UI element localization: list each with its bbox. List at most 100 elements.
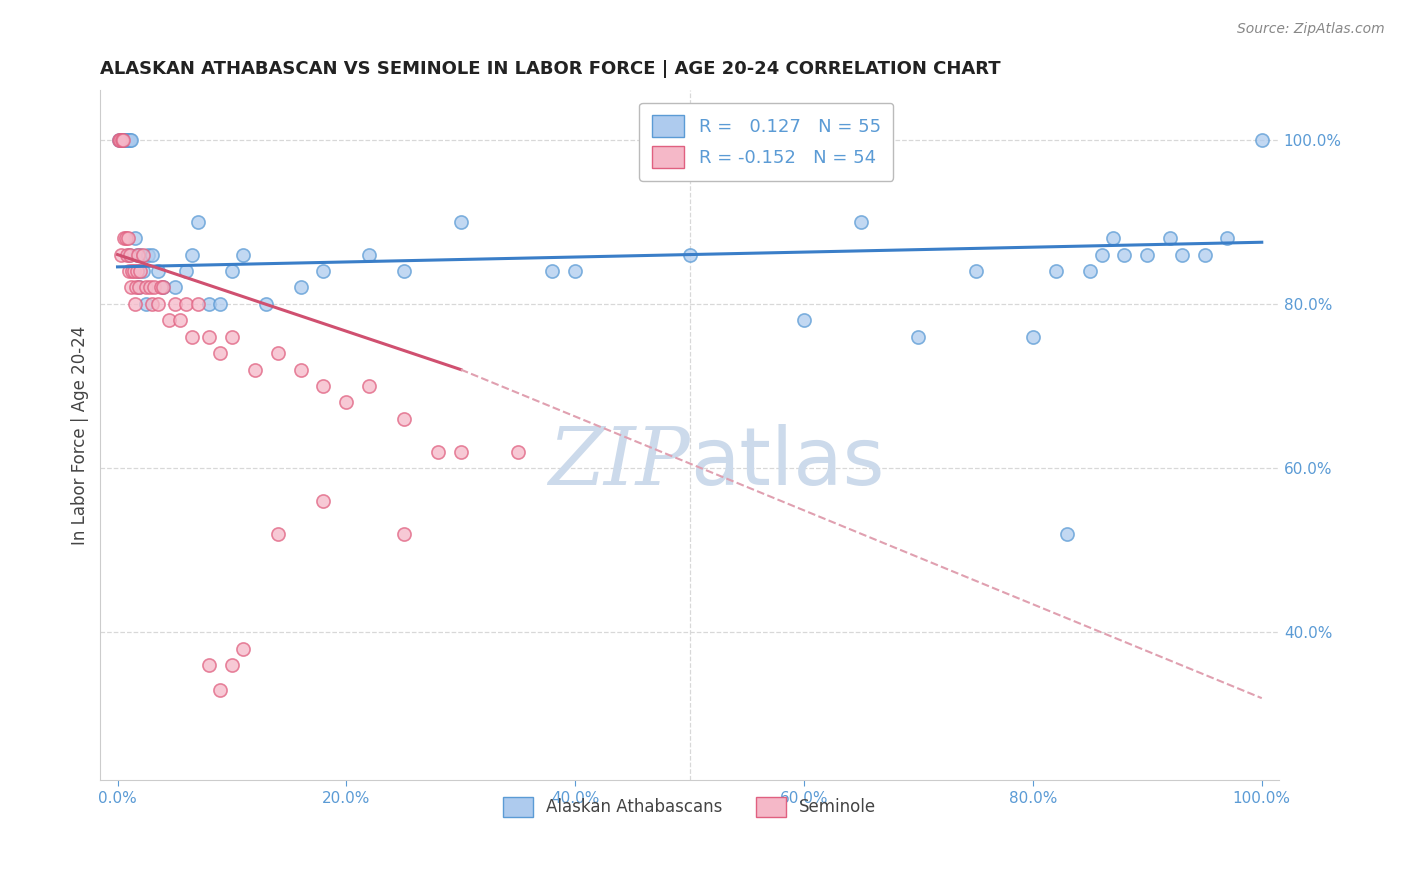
- Point: [232, 641, 254, 656]
- Text: Source: ZipAtlas.com: Source: ZipAtlas.com: [1237, 22, 1385, 37]
- Point: [112, 231, 135, 245]
- Point: [1078, 264, 1101, 278]
- Point: [163, 280, 186, 294]
- Point: [254, 297, 277, 311]
- Point: [110, 132, 132, 146]
- Point: [157, 313, 180, 327]
- Point: [564, 264, 586, 278]
- Point: [180, 329, 202, 343]
- Point: [198, 297, 221, 311]
- Point: [122, 264, 145, 278]
- Point: [138, 247, 160, 261]
- Point: [187, 297, 209, 311]
- Point: [115, 132, 138, 146]
- Point: [221, 658, 243, 673]
- Point: [198, 329, 221, 343]
- Point: [117, 132, 139, 146]
- Point: [1114, 247, 1136, 261]
- Point: [392, 264, 415, 278]
- Point: [678, 247, 700, 261]
- Point: [112, 132, 135, 146]
- Point: [174, 297, 197, 311]
- Point: [359, 247, 381, 261]
- Point: [146, 297, 169, 311]
- Point: [129, 247, 152, 261]
- Text: ZIP: ZIP: [548, 424, 689, 501]
- Point: [392, 412, 415, 426]
- Point: [163, 297, 186, 311]
- Point: [135, 280, 157, 294]
- Point: [120, 132, 142, 146]
- Point: [141, 247, 163, 261]
- Point: [1056, 526, 1078, 541]
- Point: [851, 215, 873, 229]
- Point: [506, 444, 529, 458]
- Point: [335, 395, 357, 409]
- Point: [359, 379, 381, 393]
- Point: [209, 346, 232, 360]
- Point: [115, 247, 138, 261]
- Point: [267, 526, 290, 541]
- Point: [243, 362, 266, 376]
- Point: [112, 132, 135, 146]
- Point: [290, 280, 312, 294]
- Point: [1250, 132, 1272, 146]
- Point: [129, 264, 152, 278]
- Point: [143, 280, 166, 294]
- Point: [150, 280, 173, 294]
- Point: [209, 682, 232, 697]
- Y-axis label: In Labor Force | Age 20-24: In Labor Force | Age 20-24: [72, 326, 89, 545]
- Point: [120, 132, 142, 146]
- Point: [1022, 329, 1045, 343]
- Point: [267, 346, 290, 360]
- Point: [965, 264, 987, 278]
- Point: [131, 247, 153, 261]
- Point: [127, 247, 149, 261]
- Point: [1102, 231, 1125, 245]
- Point: [107, 132, 129, 146]
- Point: [118, 264, 141, 278]
- Point: [110, 247, 132, 261]
- Point: [125, 264, 148, 278]
- Point: [120, 247, 142, 261]
- Point: [1090, 247, 1112, 261]
- Point: [1170, 247, 1192, 261]
- Point: [793, 313, 815, 327]
- Point: [450, 444, 472, 458]
- Point: [450, 215, 472, 229]
- Point: [146, 264, 169, 278]
- Point: [152, 280, 174, 294]
- Point: [392, 526, 415, 541]
- Point: [117, 231, 139, 245]
- Point: [124, 231, 146, 245]
- Point: [221, 329, 243, 343]
- Point: [232, 247, 254, 261]
- Text: atlas: atlas: [689, 424, 884, 502]
- Point: [112, 132, 135, 146]
- Point: [121, 264, 143, 278]
- Point: [111, 132, 134, 146]
- Point: [114, 231, 136, 245]
- Point: [131, 264, 153, 278]
- Point: [198, 658, 221, 673]
- Point: [312, 264, 335, 278]
- Point: [118, 247, 141, 261]
- Point: [209, 297, 232, 311]
- Point: [152, 280, 174, 294]
- Point: [128, 280, 150, 294]
- Point: [120, 280, 142, 294]
- Point: [128, 280, 150, 294]
- Point: [174, 264, 197, 278]
- Point: [1194, 247, 1216, 261]
- Point: [108, 132, 131, 146]
- Point: [107, 132, 129, 146]
- Point: [187, 215, 209, 229]
- Point: [114, 132, 136, 146]
- Point: [312, 494, 335, 508]
- Point: [221, 264, 243, 278]
- Point: [1136, 247, 1159, 261]
- Text: ALASKAN ATHABASCAN VS SEMINOLE IN LABOR FORCE | AGE 20-24 CORRELATION CHART: ALASKAN ATHABASCAN VS SEMINOLE IN LABOR …: [100, 60, 1001, 78]
- Point: [426, 444, 449, 458]
- Point: [125, 280, 148, 294]
- Point: [135, 297, 157, 311]
